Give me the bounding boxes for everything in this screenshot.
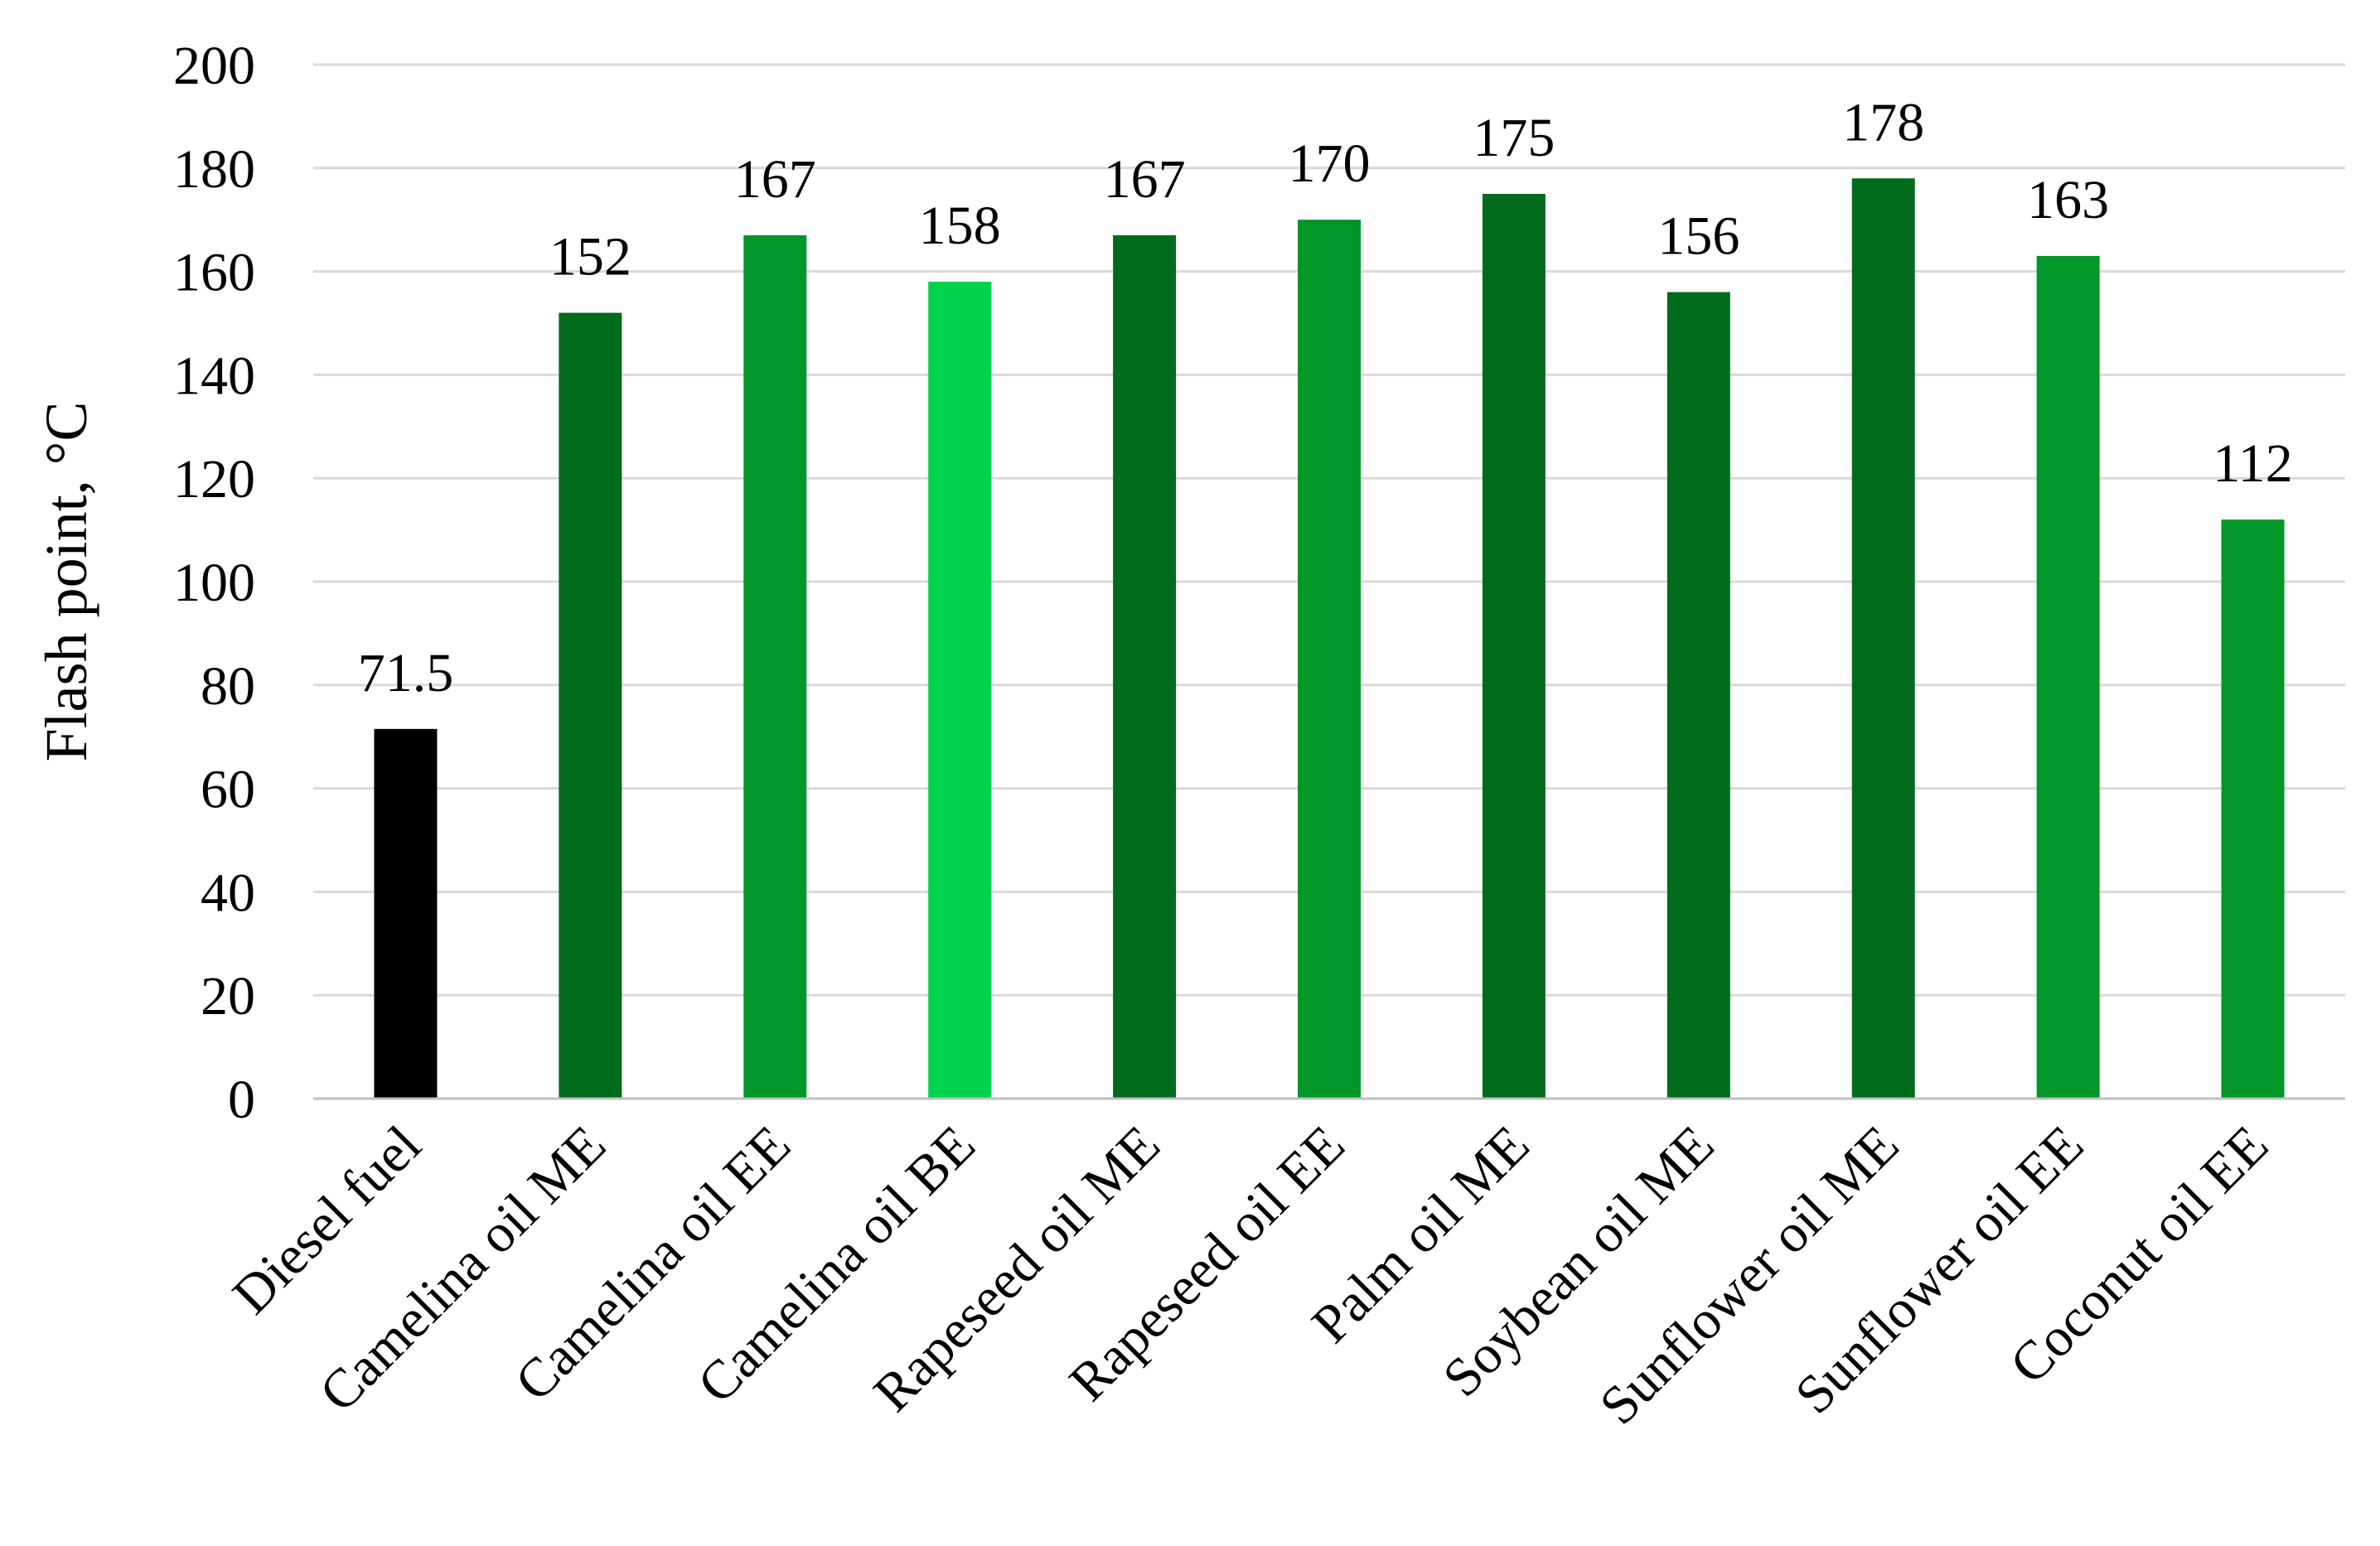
data-label: 112 [2213, 433, 2293, 494]
y-tick-label: 0 [228, 1070, 255, 1130]
data-label: 152 [549, 227, 631, 287]
bar [1298, 220, 1361, 1099]
y-tick-label: 80 [201, 656, 255, 717]
y-axis-title: Flash point, °C [33, 402, 99, 762]
y-tick-label: 120 [173, 449, 255, 510]
data-label: 167 [1104, 149, 1186, 210]
data-labels: 71.5 152 167 158 167 170 175 156 178 163 112 [358, 92, 2293, 703]
y-tick-label: 140 [173, 345, 255, 406]
y-tick-label: 200 [173, 36, 255, 96]
data-label: 163 [2027, 170, 2109, 230]
y-tick-label: 20 [201, 966, 255, 1027]
bar [928, 282, 992, 1099]
y-tick-label: 100 [173, 553, 255, 613]
y-tick-label: 160 [173, 243, 255, 303]
bars [374, 178, 2285, 1099]
y-axis-ticks: 0 20 40 60 80 100 120 140 160 180 200 [173, 36, 255, 1130]
bar [743, 234, 807, 1099]
y-tick-label: 40 [201, 862, 255, 923]
data-label: 175 [1473, 108, 1555, 168]
y-tick-label: 60 [201, 760, 255, 820]
data-label: 71.5 [358, 643, 454, 703]
bar [2221, 519, 2285, 1099]
bar [559, 312, 622, 1099]
data-label: 156 [1657, 206, 1739, 267]
data-label: 167 [734, 149, 816, 210]
data-label: 158 [919, 196, 1001, 256]
bar [1666, 292, 1730, 1099]
y-tick-label: 180 [173, 139, 255, 200]
bar [1851, 178, 1915, 1099]
bar [374, 728, 438, 1099]
bar [1482, 194, 1546, 1099]
data-label: 170 [1289, 133, 1371, 194]
data-label: 178 [1842, 92, 1924, 152]
bar [2036, 255, 2100, 1099]
bar [1113, 234, 1177, 1099]
